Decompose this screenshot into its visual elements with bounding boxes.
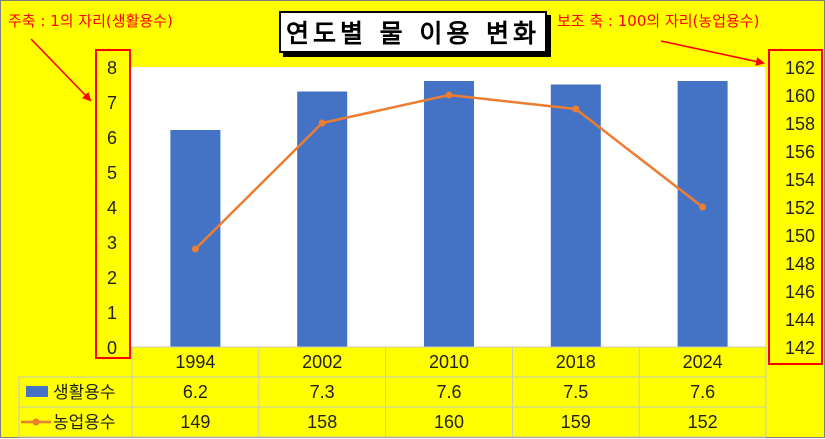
bar-2002 <box>297 91 348 347</box>
secondary-axis-tick: 144 <box>785 310 815 330</box>
secondary-axis-tick: 150 <box>785 226 815 246</box>
bar-1994 <box>170 130 221 347</box>
category-label: 1994 <box>175 352 215 372</box>
secondary-axis-tick: 152 <box>785 198 815 218</box>
secondary-note-arrow <box>660 40 765 66</box>
legend-key-line-marker <box>32 418 40 426</box>
primary-axis-note: 주축 : 1의 자리(생활용수) <box>8 12 173 30</box>
table-cell-line: 160 <box>434 412 464 432</box>
table-cell-line: 159 <box>561 412 591 432</box>
primary-axis-tick: 2 <box>107 268 117 288</box>
primary-axis-tick: 0 <box>107 338 117 358</box>
category-label: 2024 <box>683 352 723 372</box>
category-label: 2002 <box>302 352 342 372</box>
primary-axis-tick: 6 <box>107 128 117 148</box>
line-point-2018 <box>572 105 580 113</box>
line-point-1994 <box>191 245 199 253</box>
secondary-axis-tick: 160 <box>785 86 815 106</box>
secondary-axis-tick: 156 <box>785 142 815 162</box>
chart-title-box: 연도별 물 이용 변화 <box>279 11 547 53</box>
table-cell-line: 158 <box>307 412 337 432</box>
primary-axis-tick: 5 <box>107 163 117 183</box>
primary-axis-tick: 8 <box>107 58 117 78</box>
primary-axis-highlight <box>95 49 131 359</box>
primary-axis-tick: 3 <box>107 233 117 253</box>
primary-axis-tick: 4 <box>107 198 117 218</box>
secondary-axis-highlight <box>768 49 823 365</box>
secondary-axis-tick: 154 <box>785 170 815 190</box>
primary-note-arrow <box>30 38 92 102</box>
secondary-axis-tick: 142 <box>785 338 815 358</box>
legend-key-bar <box>26 386 48 397</box>
table-cell-bar: 7.6 <box>436 382 461 402</box>
secondary-axis-tick: 158 <box>785 114 815 134</box>
table-cell-bar: 6.2 <box>183 382 208 402</box>
table-cell-bar: 7.5 <box>563 382 588 402</box>
secondary-axis-tick: 162 <box>785 58 815 78</box>
line-point-2002 <box>318 119 326 127</box>
bar-2010 <box>424 81 474 347</box>
secondary-axis-note: 보조 축 : 100의 자리(농업용수) <box>557 12 760 30</box>
chart-title: 연도별 물 이용 변화 <box>285 19 541 48</box>
category-label: 2010 <box>429 352 469 372</box>
primary-axis-tick: 7 <box>107 93 117 113</box>
legend-label-line: 농업용수 <box>53 413 116 433</box>
table-cell-bar: 7.6 <box>690 382 715 402</box>
secondary-axis-tick: 146 <box>785 282 815 302</box>
category-label: 2018 <box>556 352 596 372</box>
bar-2018 <box>550 84 601 347</box>
table-cell-line: 149 <box>180 412 210 432</box>
legend-label-bar: 생활용수 <box>53 383 116 403</box>
table-cell-bar: 7.3 <box>310 382 335 402</box>
secondary-axis-tick: 148 <box>785 254 815 274</box>
primary-axis-tick: 1 <box>107 303 117 323</box>
line-point-2024 <box>699 203 707 211</box>
bar-2024 <box>677 81 728 347</box>
line-point-2010 <box>445 91 453 99</box>
table-cell-line: 152 <box>688 412 718 432</box>
